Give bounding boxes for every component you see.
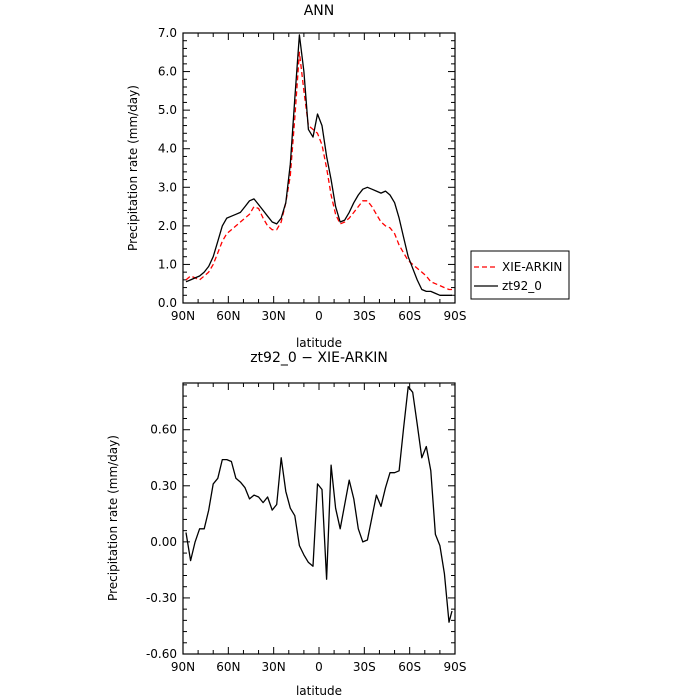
- legend: XIE-ARKIN zt92_0: [470, 250, 570, 300]
- bottom-y-tick-label: 0.30: [150, 479, 177, 493]
- top-series-group: [185, 34, 452, 296]
- bottom-y-axis-label: Precipitation rate (mm/day): [106, 435, 120, 601]
- top-y-tick-label: 0.0: [158, 296, 177, 310]
- top-x-tick-label: 30N: [262, 309, 286, 323]
- bottom-x-tick-label: 30N: [262, 660, 286, 674]
- top-y-axis-label: Precipitation rate (mm/day): [126, 85, 140, 251]
- top-y-tick-label: 4.0: [158, 142, 177, 156]
- top-x-tick-label: 90N: [171, 309, 195, 323]
- top-y-tick-label: 2.0: [158, 219, 177, 233]
- top-y-tick-label: 5.0: [158, 103, 177, 117]
- legend-box: [470, 250, 570, 300]
- top-plot-frame: [182, 32, 456, 304]
- top-chart-title: ANN: [304, 3, 335, 19]
- top-x-axis-label: latitude: [296, 336, 342, 350]
- top-x-tick-label: 30S: [353, 309, 376, 323]
- bottom-series-line-0: [185, 386, 453, 623]
- bottom-y-tick-label: 0.00: [150, 535, 177, 549]
- top-y-tick-label: 6.0: [158, 65, 177, 79]
- top-y-tick-label: 7.0: [158, 26, 177, 40]
- top-x-tick-label: 0: [315, 309, 323, 323]
- bottom-x-tick-label: 0: [315, 660, 323, 674]
- top-x-tick-label: 60S: [398, 309, 421, 323]
- top-y-tick-label: 1.0: [158, 257, 177, 271]
- bottom-axis-ticks: 90N 60N 30N 0 30S 60S 90S -0.60 -0.30 0.00 0.30 0.6…: [146, 383, 467, 674]
- top-x-tick-label: 60N: [216, 309, 240, 323]
- bottom-chart-title: zt92_0 − XIE-ARKIN: [250, 350, 388, 366]
- bottom-x-tick-label: 90N: [171, 660, 195, 674]
- bottom-x-tick-label: 30S: [353, 660, 376, 674]
- bottom-y-tick-label: -0.30: [146, 591, 177, 605]
- bottom-plot-frame: [182, 382, 456, 655]
- bottom-x-tick-label: 90S: [444, 660, 467, 674]
- top-y-tick-label: 3.0: [158, 180, 177, 194]
- legend-label-zt92: zt92_0: [502, 279, 542, 293]
- top-x-tick-label: 90S: [444, 309, 467, 323]
- legend-label-xie-arkin: XIE-ARKIN: [502, 260, 562, 274]
- bottom-series-group: [185, 386, 453, 623]
- top-series-line-zt92-0: [185, 34, 452, 296]
- top-axis-ticks: 90N 60N 30N 0 30S 60S 90S 0.0 1.0 2.0 3.0 4.0 5.0 6.0…: [158, 26, 467, 323]
- bottom-y-tick-label: -0.60: [146, 647, 177, 661]
- bottom-x-tick-label: 60N: [216, 660, 240, 674]
- bottom-x-axis-label: latitude: [296, 684, 342, 698]
- bottom-y-tick-label: 0.60: [150, 423, 177, 437]
- bottom-x-tick-label: 60S: [398, 660, 421, 674]
- top-series-line-xie-arkin: [185, 51, 452, 291]
